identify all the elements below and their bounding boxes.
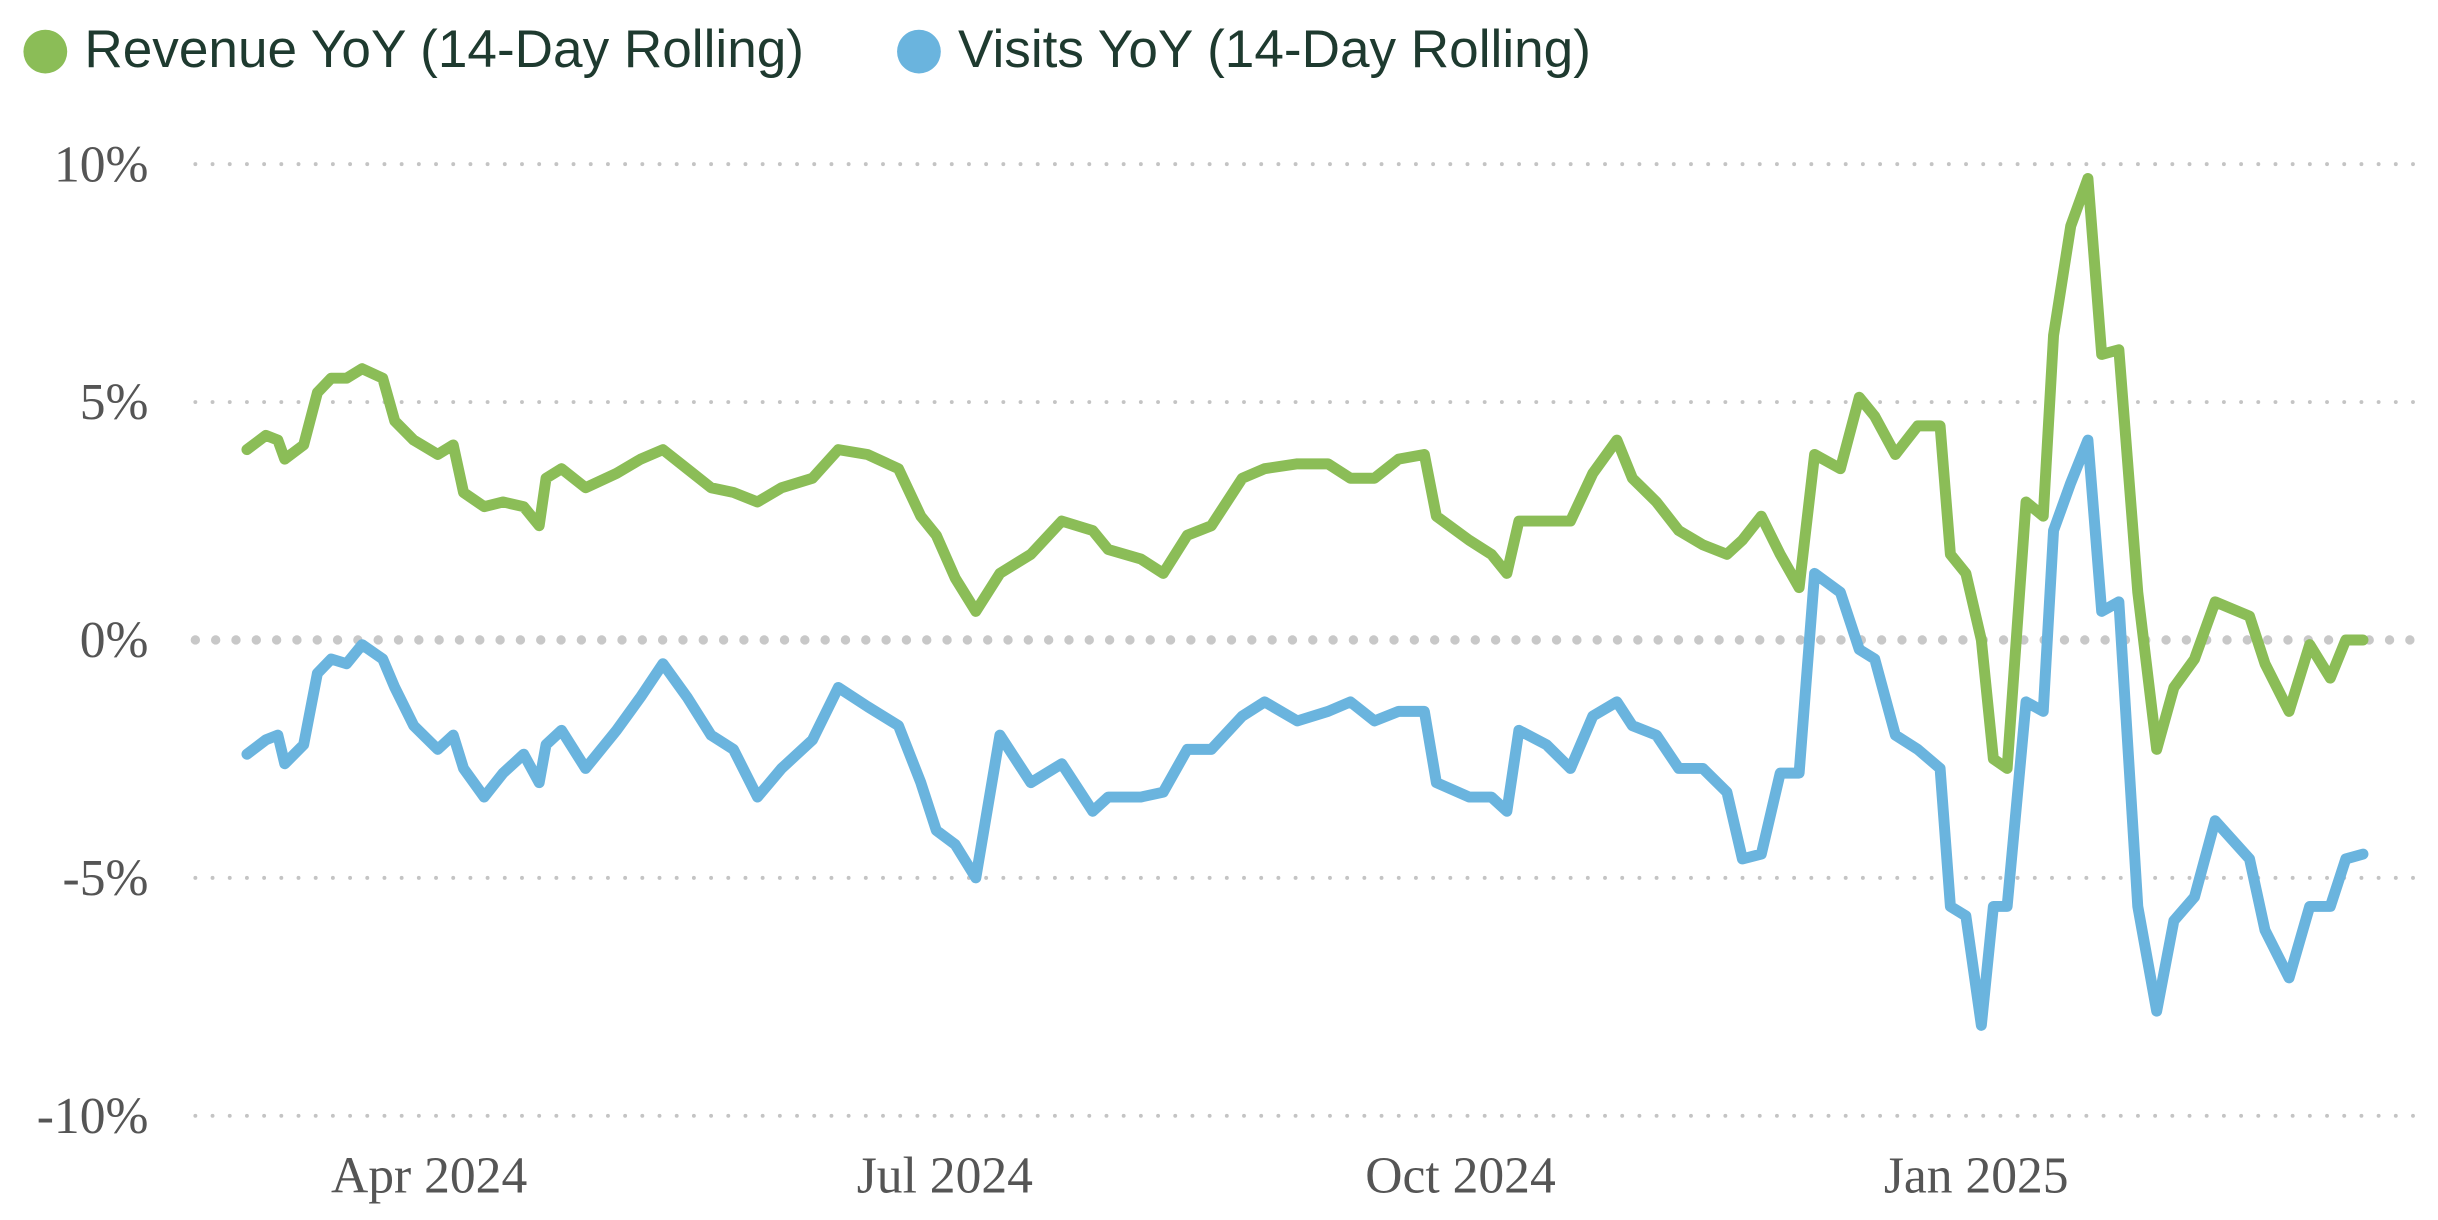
x-tick-label: Oct 2024: [1365, 1147, 1555, 1204]
series-line: [241, 434, 2369, 1031]
x-tick-label: Jul 2024: [857, 1147, 1033, 1204]
y-tick-label: -5%: [63, 850, 149, 907]
y-tick-label: 10%: [54, 136, 149, 193]
x-tick-label: Apr 2024: [331, 1147, 527, 1204]
legend-label: Visits YoY (14-Day Rolling): [958, 20, 1591, 79]
y-tick-label: -10%: [37, 1088, 149, 1145]
series-line: [241, 173, 2369, 774]
legend-swatch: [23, 29, 68, 74]
legend-label: Revenue YoY (14-Day Rolling): [84, 20, 804, 79]
y-tick-label: 0%: [80, 612, 149, 669]
y-tick-label: 5%: [80, 374, 149, 431]
x-tick-label: Jan 2025: [1884, 1147, 2069, 1204]
legend-swatch: [897, 29, 941, 74]
